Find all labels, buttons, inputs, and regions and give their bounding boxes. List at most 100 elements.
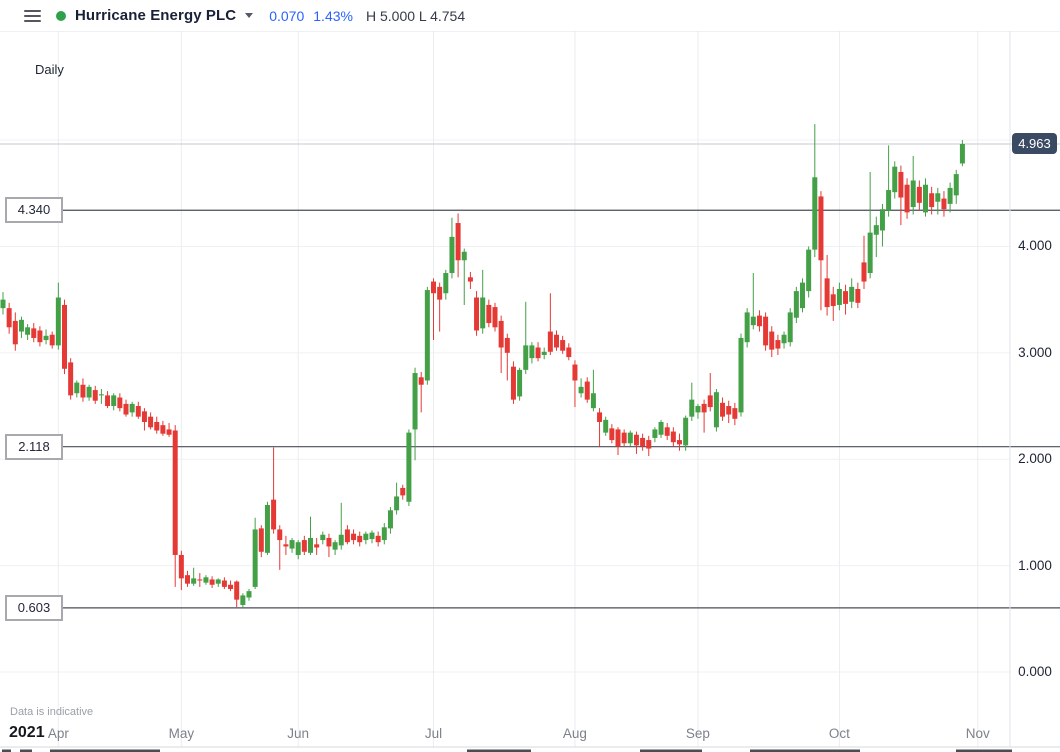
candle-body: [904, 184, 910, 213]
candle-body: [363, 533, 369, 541]
candle-body: [43, 335, 49, 341]
candle-body: [301, 540, 307, 552]
candle-body: [873, 225, 879, 235]
candle-body: [713, 392, 719, 428]
candle-body: [0, 299, 6, 309]
candle-body: [806, 249, 812, 292]
candle-body: [621, 432, 627, 444]
candle-body: [123, 403, 129, 415]
candle-body: [258, 528, 264, 552]
candle-body: [658, 421, 664, 435]
candle-body: [898, 171, 904, 198]
low-label: L: [418, 7, 427, 24]
x-axis-label: Jul: [424, 726, 443, 741]
candle-body: [240, 595, 246, 605]
candle-body: [461, 251, 467, 261]
candle-body: [517, 369, 523, 397]
candle-body: [6, 308, 12, 328]
candle-body: [252, 529, 258, 587]
candle-body: [923, 184, 928, 213]
candle-body: [504, 337, 510, 353]
candle-body: [129, 403, 135, 413]
candle-body: [98, 394, 104, 396]
lower-pane-sliver: [750, 749, 860, 752]
candle-body: [18, 319, 24, 332]
x-axis-label: Nov: [965, 726, 990, 741]
candle-body: [929, 193, 935, 208]
lower-pane-sliver: [956, 749, 1012, 752]
price-level-label[interactable]: 4.340: [5, 197, 63, 224]
candle-body: [55, 297, 61, 346]
candle-body: [320, 534, 326, 541]
x-axis-label: Jun: [287, 726, 310, 741]
chevron-down-icon[interactable]: [245, 13, 254, 18]
x-axis-label: Aug: [562, 726, 587, 741]
candle-body: [264, 504, 270, 553]
candle-body: [166, 429, 172, 435]
candle-body: [221, 580, 227, 587]
y-axis-label: 3.000: [1018, 344, 1052, 360]
candle-body: [756, 315, 762, 327]
candle-body: [892, 166, 898, 193]
candle-body: [443, 273, 449, 294]
x-axis-label: Sep: [685, 726, 710, 741]
price-level-label[interactable]: 2.118: [5, 433, 63, 460]
candle-body: [431, 281, 436, 294]
symbol-header: Hurricane Energy PLC 0.070 1.43% H 5.000…: [0, 0, 1060, 31]
candle-body: [836, 288, 842, 305]
candle-body: [437, 286, 443, 300]
candle-body: [769, 331, 775, 350]
candle-body: [849, 286, 855, 302]
candle-body: [578, 386, 584, 394]
candle-body: [191, 578, 197, 584]
candle-body: [523, 345, 529, 370]
y-axis-label: 1.000: [1018, 557, 1052, 573]
symbol-title[interactable]: Hurricane Energy PLC: [75, 7, 237, 24]
candle-body: [781, 334, 787, 344]
x-axis-label: May: [168, 726, 195, 741]
candle-body: [800, 282, 805, 309]
candle-body: [498, 320, 504, 348]
candle-body: [314, 544, 320, 548]
hamburger-menu-icon[interactable]: [24, 9, 41, 22]
candle-body: [74, 382, 80, 394]
candle-body: [49, 334, 55, 346]
last-price-badge: 4.963: [1012, 133, 1057, 155]
candle-body: [535, 347, 541, 359]
high-low-readout: H 5.000 L 4.754: [366, 8, 465, 24]
candle-body: [178, 554, 184, 579]
candle-body: [720, 402, 726, 417]
candle-body: [289, 540, 295, 549]
candle-body: [369, 532, 375, 540]
candle-body: [406, 432, 412, 502]
candle-body: [277, 529, 283, 541]
price-level-label[interactable]: 0.603: [5, 594, 63, 621]
candle-body: [25, 327, 31, 335]
candle-body: [560, 340, 566, 351]
candle-body: [160, 425, 166, 434]
candle-body: [68, 362, 74, 396]
candle-body: [830, 294, 836, 307]
candle-body: [357, 535, 363, 543]
candle-body: [105, 395, 111, 407]
candle-body: [603, 419, 609, 433]
candle-body: [855, 288, 861, 303]
candle-body: [424, 290, 430, 381]
candle-body: [351, 533, 357, 541]
candle-body: [947, 187, 953, 204]
candle-body: [86, 386, 92, 398]
candle-body: [381, 527, 387, 541]
candle-body: [332, 542, 338, 550]
candle-body: [547, 331, 553, 352]
candle-body: [375, 535, 381, 543]
candle-body: [886, 190, 892, 211]
candle-body: [117, 397, 123, 409]
candle-body: [326, 537, 332, 547]
candle-body: [135, 406, 141, 417]
candle-body: [387, 510, 393, 529]
candle-body: [744, 312, 750, 343]
candle-body: [92, 390, 98, 401]
candle-body: [812, 177, 818, 250]
